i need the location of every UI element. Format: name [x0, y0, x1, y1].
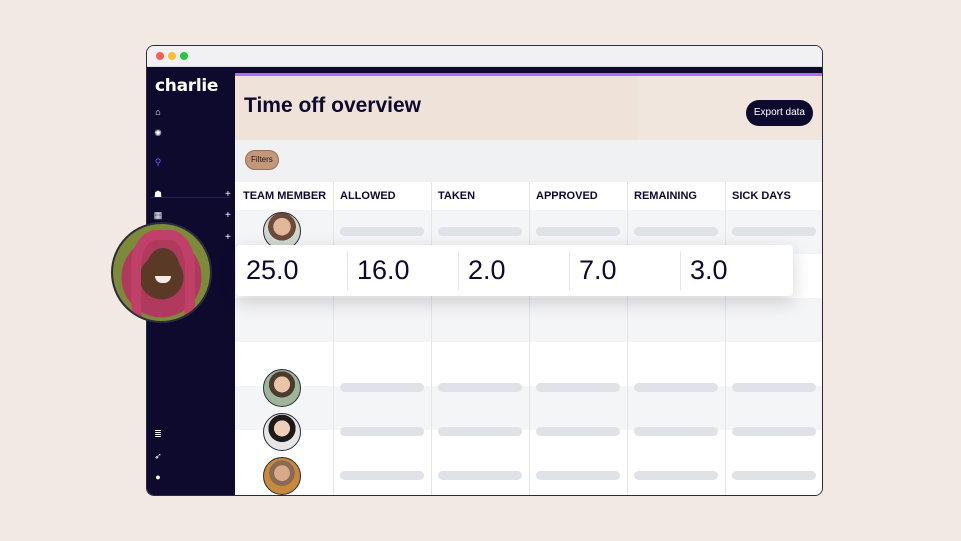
avatar-smile	[155, 276, 171, 283]
maximize-window-button[interactable]	[180, 52, 188, 60]
gear-icon[interactable]: ✺	[154, 128, 162, 138]
cell-divider	[458, 251, 459, 290]
loading-placeholder	[732, 227, 816, 236]
loading-placeholder	[634, 383, 718, 392]
loading-placeholder	[340, 383, 424, 392]
loading-placeholder	[340, 471, 424, 480]
allowed-value: 25.0	[246, 255, 299, 285]
header-card	[235, 76, 637, 140]
search-icon[interactable]: ⚲	[154, 157, 162, 167]
page-header: Time off overview Export data	[235, 76, 822, 140]
avatar-hair	[131, 230, 195, 320]
loading-placeholder	[732, 427, 816, 436]
column-header-approved[interactable]: APPROVED	[530, 182, 627, 210]
taken-value: 16.0	[357, 255, 410, 285]
cell-divider	[569, 251, 570, 290]
export-data-button[interactable]: Export data	[745, 100, 813, 126]
approved-value: 2.0	[468, 255, 506, 285]
loading-placeholder	[438, 471, 522, 480]
people-icon[interactable]: ☗	[153, 189, 163, 199]
loading-placeholder	[536, 383, 620, 392]
column-divider	[333, 182, 334, 495]
home-icon[interactable]: ⌂	[155, 107, 161, 117]
table-row[interactable]	[235, 386, 822, 430]
table-row[interactable]	[235, 298, 822, 342]
loading-placeholder	[732, 383, 816, 392]
featured-avatar[interactable]	[111, 222, 212, 323]
close-window-button[interactable]	[156, 52, 164, 60]
loading-placeholder	[438, 383, 522, 392]
building-icon[interactable]: ▦	[153, 210, 163, 220]
rocket-icon[interactable]: ➶	[154, 451, 162, 461]
loading-placeholder	[536, 471, 620, 480]
plus-icon[interactable]: +	[225, 189, 231, 200]
minimize-window-button[interactable]	[168, 52, 176, 60]
loading-placeholder	[438, 227, 522, 236]
avatar[interactable]	[263, 212, 301, 250]
plus-icon[interactable]: +	[225, 232, 231, 243]
window-titlebar	[147, 46, 822, 67]
column-divider	[725, 182, 726, 495]
page-title: Time off overview	[244, 94, 422, 117]
logo[interactable]: charlie	[155, 76, 219, 96]
loading-placeholder	[340, 227, 424, 236]
plus-icon[interactable]: +	[225, 210, 231, 221]
column-header-sick-days[interactable]: SICK DAYS	[726, 182, 822, 210]
filter-bar: Filters	[235, 140, 822, 182]
top-strip	[235, 67, 822, 73]
loading-placeholder	[732, 471, 816, 480]
sidebar-divider	[151, 197, 231, 198]
avatar[interactable]	[263, 369, 301, 407]
column-divider	[627, 182, 628, 495]
time-off-table: TEAM MEMBER ALLOWED TAKEN APPROVED REMAI…	[235, 182, 822, 495]
column-header-allowed[interactable]: ALLOWED	[334, 182, 431, 210]
avatar[interactable]	[263, 457, 301, 495]
loading-placeholder	[340, 427, 424, 436]
loading-placeholder	[634, 427, 718, 436]
avatar-face	[146, 248, 180, 292]
help-icon[interactable]: ●	[155, 472, 161, 482]
accent-strip	[235, 73, 822, 76]
avatar[interactable]	[263, 413, 301, 451]
column-header-team-member[interactable]: TEAM MEMBER	[237, 182, 333, 210]
loading-placeholder	[634, 471, 718, 480]
loading-placeholder	[634, 227, 718, 236]
highlighted-row-card[interactable]: 25.0 16.0 2.0 7.0 3.0	[236, 245, 793, 296]
loading-placeholder	[438, 427, 522, 436]
loading-placeholder	[536, 227, 620, 236]
column-divider	[529, 182, 530, 495]
cell-divider	[347, 251, 348, 290]
column-divider	[431, 182, 432, 495]
loading-placeholder	[536, 427, 620, 436]
sick-days-value: 3.0	[690, 255, 728, 285]
column-header-remaining[interactable]: REMAINING	[628, 182, 725, 210]
stack-icon[interactable]: ≣	[154, 429, 162, 439]
column-header-taken[interactable]: TAKEN	[432, 182, 529, 210]
filters-button[interactable]: Filters	[245, 150, 279, 170]
cell-divider	[680, 251, 681, 290]
remaining-value: 7.0	[579, 255, 617, 285]
